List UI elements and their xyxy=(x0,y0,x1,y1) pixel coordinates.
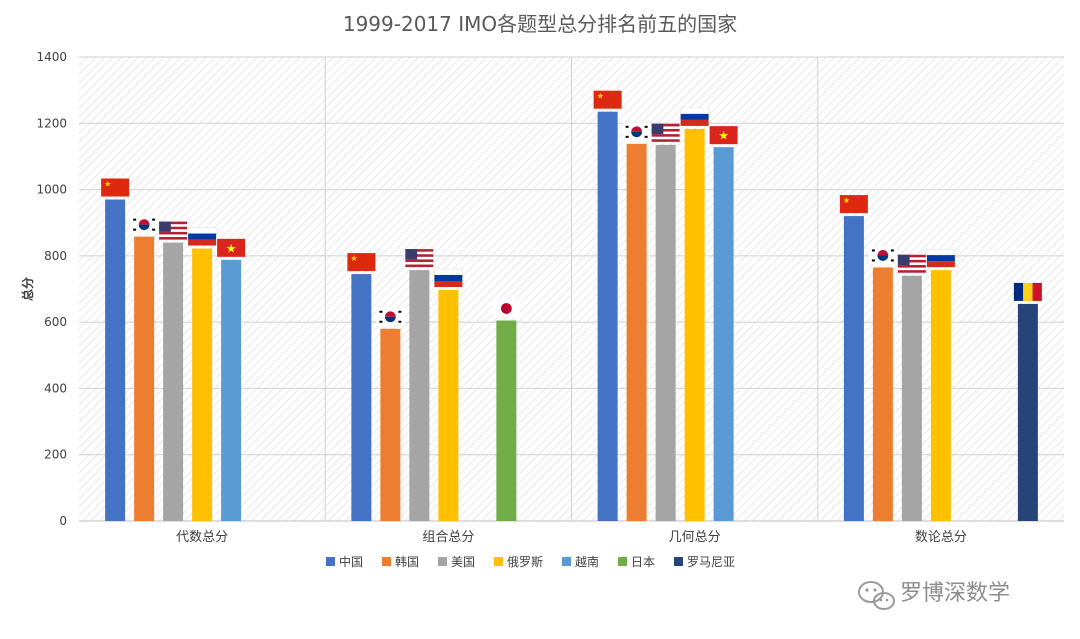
legend-swatch xyxy=(562,557,571,566)
y-tick-label: 400 xyxy=(44,381,67,395)
watermark: 罗博深数学 xyxy=(858,581,1010,610)
china-flag: ★ xyxy=(101,178,130,197)
legend-label: 罗马尼亚 xyxy=(687,555,735,569)
bar xyxy=(626,143,647,521)
y-tick-label: 1000 xyxy=(36,183,67,197)
bar xyxy=(496,320,517,521)
bars xyxy=(105,111,1038,522)
legend: 中国 韩国 美国 俄罗斯 越南 日本 罗马尼亚 xyxy=(326,554,735,569)
bar xyxy=(221,259,242,521)
russia-flag xyxy=(434,268,463,287)
y-tick-label: 1400 xyxy=(36,50,67,64)
russia-flag xyxy=(680,107,709,126)
y-tick-label: 1200 xyxy=(36,116,67,130)
china-flag: ★ xyxy=(347,253,376,272)
korea-flag xyxy=(376,307,405,326)
bar xyxy=(713,147,734,522)
bar xyxy=(930,270,951,521)
russia-flag xyxy=(187,227,217,246)
korea-flag xyxy=(622,122,651,141)
bar xyxy=(901,275,922,521)
y-tick-label: 800 xyxy=(44,249,67,263)
bar xyxy=(380,328,401,521)
y-axis-label: 总分 xyxy=(20,277,35,301)
bar xyxy=(655,144,676,522)
legend-swatch xyxy=(382,557,391,566)
usa-flag xyxy=(897,254,926,273)
chart-title: 1999-2017 IMO各题型总分排名前五的国家 xyxy=(343,12,737,36)
romania-flag xyxy=(1013,282,1042,301)
bar xyxy=(351,274,372,521)
gridlines xyxy=(79,56,1064,522)
legend-label: 日本 xyxy=(631,555,655,569)
legend-swatch xyxy=(618,557,627,566)
korea-flag xyxy=(130,215,159,234)
y-tick-label: 0 xyxy=(59,514,67,528)
wechat-icon xyxy=(858,581,895,610)
japan-flag xyxy=(492,299,521,318)
svg-text:★: ★ xyxy=(350,254,357,263)
bar xyxy=(134,236,155,522)
legend-label: 韩国 xyxy=(395,554,419,569)
bar xyxy=(438,289,459,521)
x-category-label: 代数总分 xyxy=(176,530,228,545)
legend-label: 美国 xyxy=(451,555,475,569)
bar xyxy=(684,128,705,522)
flags: ★ ★ ★ ★ ★ ★ xyxy=(101,90,1042,326)
bar xyxy=(409,270,430,521)
y-tick-label: 200 xyxy=(44,448,67,462)
x-category-label: 几何总分 xyxy=(669,529,721,545)
legend-swatch xyxy=(438,557,447,566)
vietnam-flag: ★ xyxy=(709,126,738,145)
legend-swatch xyxy=(494,557,503,566)
svg-text:★: ★ xyxy=(597,92,604,101)
bar xyxy=(105,199,126,521)
legend-swatch xyxy=(674,557,683,566)
bar xyxy=(597,111,618,521)
bar xyxy=(872,267,893,521)
china-flag: ★ xyxy=(593,90,622,109)
russia-flag xyxy=(926,248,956,268)
korea-flag xyxy=(868,246,897,265)
bar xyxy=(163,242,184,521)
svg-text:★: ★ xyxy=(843,196,850,205)
legend-label: 中国 xyxy=(339,554,363,569)
usa-flag xyxy=(159,221,188,240)
x-category-label: 组合总分 xyxy=(422,530,474,545)
watermark-text: 罗博深数学 xyxy=(900,581,1010,606)
vietnam-flag: ★ xyxy=(217,238,246,257)
svg-text:★: ★ xyxy=(104,180,111,189)
usa-flag xyxy=(651,123,680,142)
bar xyxy=(192,248,213,521)
legend-label: 俄罗斯 xyxy=(507,555,543,569)
legend-swatch xyxy=(326,557,335,566)
bar xyxy=(843,216,864,522)
x-category-label: 数论总分 xyxy=(915,530,967,545)
svg-text:★: ★ xyxy=(718,129,729,143)
usa-flag xyxy=(405,249,434,268)
x-axis-categories: 代数总分 组合总分 几何总分 数论总分 xyxy=(176,529,967,545)
china-flag: ★ xyxy=(839,195,868,214)
y-axis-ticks: 0 200 400 600 800 1000 1200 1400 xyxy=(36,50,67,528)
y-tick-label: 600 xyxy=(44,315,67,329)
bar xyxy=(1017,303,1038,521)
legend-label: 越南 xyxy=(575,554,599,569)
svg-text:★: ★ xyxy=(226,241,237,255)
